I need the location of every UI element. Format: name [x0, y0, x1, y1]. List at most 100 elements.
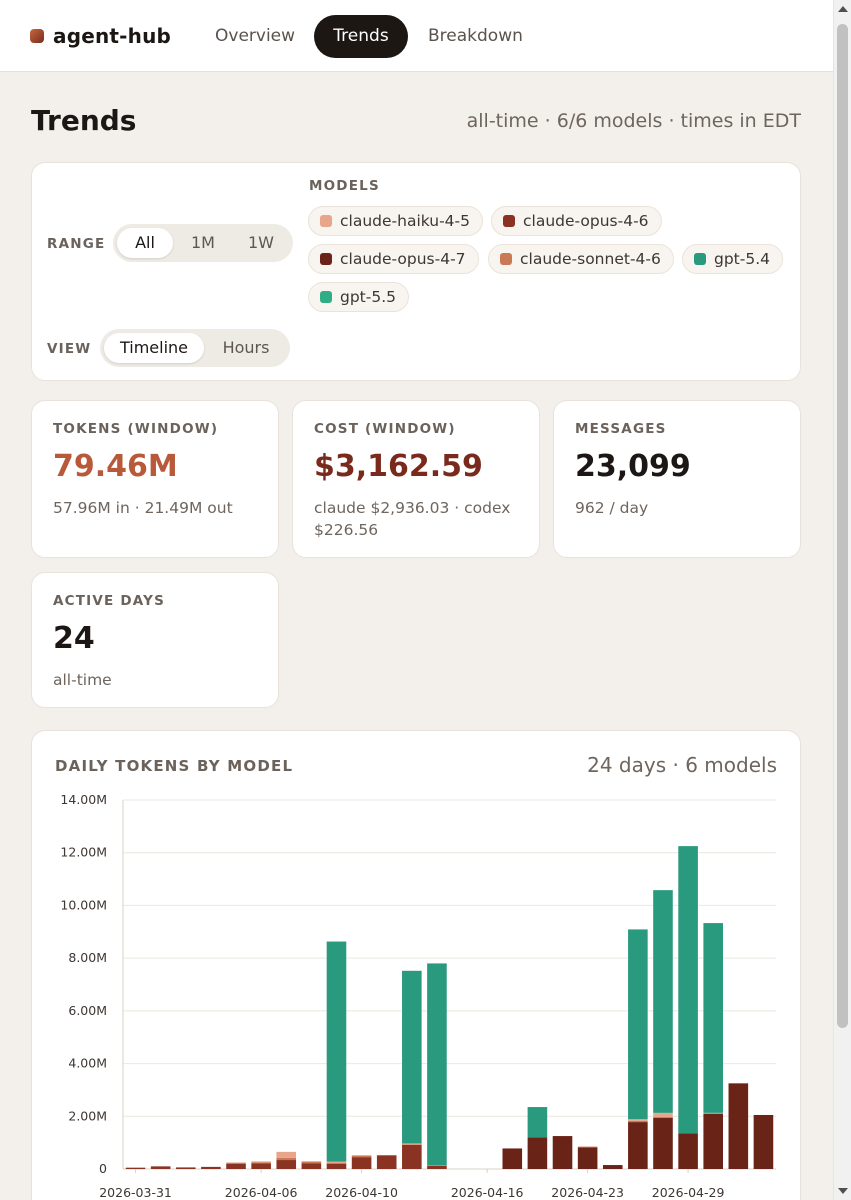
bar-segment-claude-opus-4-7 — [753, 1114, 774, 1169]
bar-segment-claude-opus-4-6 — [301, 1163, 322, 1169]
bar-segment-claude-opus-4-6 — [251, 1163, 271, 1169]
bar-segment-gpt-5.4 — [703, 923, 724, 1113]
model-swatch — [320, 253, 332, 265]
range-label: RANGE — [47, 236, 106, 252]
model-chip-claude-opus-4-7[interactable]: claude-opus-4-7 — [308, 244, 479, 274]
stat-sub: 962 / day — [575, 499, 649, 517]
bar-segment-claude-opus-4-6 — [201, 1166, 221, 1169]
model-chip-claude-sonnet-4-6[interactable]: claude-sonnet-4-6 — [488, 244, 674, 274]
bar-segment-claude-sonnet-4-6 — [427, 1165, 447, 1166]
range-option-1m[interactable]: 1M — [191, 233, 215, 252]
bar-segment-claude-opus-4-7 — [678, 1133, 698, 1169]
stat-sub: all-time — [53, 671, 112, 689]
bar-segment-gpt-5.4 — [326, 941, 347, 1162]
stat-value: 24 — [53, 621, 95, 656]
bar-segment-claude-opus-4-6 — [175, 1167, 196, 1169]
bar-segment-claude-opus-4-7 — [552, 1136, 573, 1169]
stat-sub: claude $2,936.03 · codex $226.56 — [314, 499, 511, 539]
stat-card-messages: MESSAGES 23,099 962 / day — [553, 400, 801, 558]
stat-value: 79.46M — [53, 449, 178, 484]
x-tick-label: 2026-03-31 — [99, 1185, 172, 1200]
bar-segment-gpt-5.4 — [628, 929, 648, 1120]
bar-segment-claude-haiku-4-5 — [226, 1162, 246, 1163]
bar-segment-claude-opus-4-6 — [125, 1167, 146, 1169]
bar-segment-claude-opus-4-6 — [427, 1165, 447, 1169]
range-option-all[interactable]: All — [117, 228, 173, 258]
bar-segment-gpt-5.4 — [402, 970, 422, 1144]
page-scrollbar[interactable] — [833, 0, 851, 1200]
bar-segment-claude-opus-4-7 — [527, 1137, 548, 1169]
view-label: VIEW — [47, 341, 92, 357]
bar-segment-claude-haiku-4-5 — [351, 1155, 372, 1156]
top-nav-bar: agent-hub Overview Trends Breakdown — [0, 0, 833, 72]
bar-segment-claude-opus-4-7 — [653, 1117, 673, 1169]
chart-meta: 24 days · 6 models — [587, 753, 777, 777]
bar-segment-claude-opus-4-6 — [276, 1160, 297, 1169]
view-option-timeline[interactable]: Timeline — [104, 333, 204, 363]
bar-segment-claude-haiku-4-5 — [703, 1112, 724, 1114]
bar-segment-gpt-5.4 — [678, 846, 698, 1134]
bar-segment-claude-opus-4-7 — [577, 1147, 598, 1169]
y-tick-label: 6.00M — [68, 1003, 107, 1018]
model-chip-label: claude-opus-4-7 — [340, 250, 466, 268]
tab-breakdown[interactable]: Breakdown — [428, 26, 523, 46]
stat-label: COST (WINDOW) — [314, 421, 456, 437]
stat-value: 23,099 — [575, 449, 691, 484]
model-swatch — [503, 215, 515, 227]
bar-segment-claude-sonnet-4-6 — [276, 1157, 297, 1161]
bar-segment-claude-haiku-4-5 — [301, 1161, 322, 1162]
scroll-down-arrow-icon[interactable] — [838, 1188, 848, 1194]
model-swatch — [320, 215, 332, 227]
bar-segment-claude-opus-4-6 — [376, 1155, 397, 1169]
y-tick-label: 8.00M — [68, 950, 107, 965]
y-tick-label: 0 — [99, 1161, 107, 1176]
bar-segment-claude-opus-4-7 — [628, 1122, 648, 1169]
y-tick-label: 10.00M — [60, 897, 107, 912]
stat-label: ACTIVE DAYS — [53, 593, 166, 609]
bar-segment-gpt-5.4 — [427, 963, 447, 1166]
view-toggle: Timeline Hours — [100, 329, 290, 367]
bar-segment-gpt-5.4 — [527, 1107, 548, 1138]
stat-label: TOKENS (WINDOW) — [53, 421, 219, 437]
bar-segment-claude-opus-4-7 — [602, 1165, 623, 1169]
bar-segment-claude-haiku-4-5 — [326, 1161, 347, 1163]
model-chip-claude-opus-4-6[interactable]: claude-opus-4-6 — [491, 206, 662, 236]
y-tick-label: 12.00M — [60, 845, 107, 860]
bar-segment-claude-opus-4-6 — [150, 1166, 171, 1169]
x-tick-label: 2026-04-23 — [551, 1185, 624, 1200]
model-chip-claude-haiku-4-5[interactable]: claude-haiku-4-5 — [308, 206, 483, 236]
model-chip-gpt-5-4[interactable]: gpt-5.4 — [682, 244, 783, 274]
stat-card-active-days: ACTIVE DAYS 24 all-time — [31, 572, 279, 708]
stat-value: $3,162.59 — [314, 449, 483, 484]
bar-segment-claude-sonnet-4-6 — [402, 1144, 422, 1145]
bar-segment-claude-opus-4-7 — [502, 1148, 523, 1169]
range-option-1w[interactable]: 1W — [248, 233, 274, 252]
tab-trends[interactable]: Trends — [314, 15, 408, 58]
model-swatch — [500, 253, 512, 265]
model-chip-label: claude-sonnet-4-6 — [520, 250, 661, 268]
bar-segment-claude-opus-4-7 — [703, 1113, 724, 1169]
bar-segment-claude-opus-4-6 — [226, 1163, 246, 1169]
range-toggle: All 1M 1W — [113, 224, 293, 262]
bar-segment-claude-sonnet-4-6 — [251, 1162, 271, 1164]
bar-segment-claude-opus-4-6 — [351, 1157, 372, 1169]
app-brand[interactable]: agent-hub — [53, 24, 172, 48]
tab-overview[interactable]: Overview — [215, 26, 296, 46]
bar-segment-claude-opus-4-6 — [326, 1163, 347, 1169]
page-meta: all-time · 6/6 models · times in EDT — [466, 110, 801, 132]
page-title: Trends — [31, 104, 137, 137]
daily-tokens-chart-card: DAILY TOKENS BY MODEL 24 days · 6 models… — [31, 730, 801, 1200]
filters-card: RANGE All 1M 1W VIEW Timeline Hours MODE… — [31, 162, 801, 381]
stat-card-tokens: TOKENS (WINDOW) 79.46M 57.96M in · 21.49… — [31, 400, 279, 558]
scroll-up-arrow-icon[interactable] — [838, 6, 848, 12]
model-chip-label: gpt-5.5 — [340, 288, 396, 306]
y-tick-label: 2.00M — [68, 1108, 107, 1123]
model-chip-label: claude-opus-4-6 — [523, 212, 649, 230]
x-tick-label: 2026-04-29 — [652, 1185, 725, 1200]
model-chip-gpt-5-5[interactable]: gpt-5.5 — [308, 282, 409, 312]
stat-sub: 57.96M in · 21.49M out — [53, 499, 233, 517]
bar-segment-claude-haiku-4-5 — [276, 1151, 297, 1158]
scrollbar-thumb[interactable] — [837, 24, 848, 1028]
view-option-hours[interactable]: Hours — [222, 338, 270, 357]
bar-segment-claude-sonnet-4-6 — [301, 1161, 322, 1164]
